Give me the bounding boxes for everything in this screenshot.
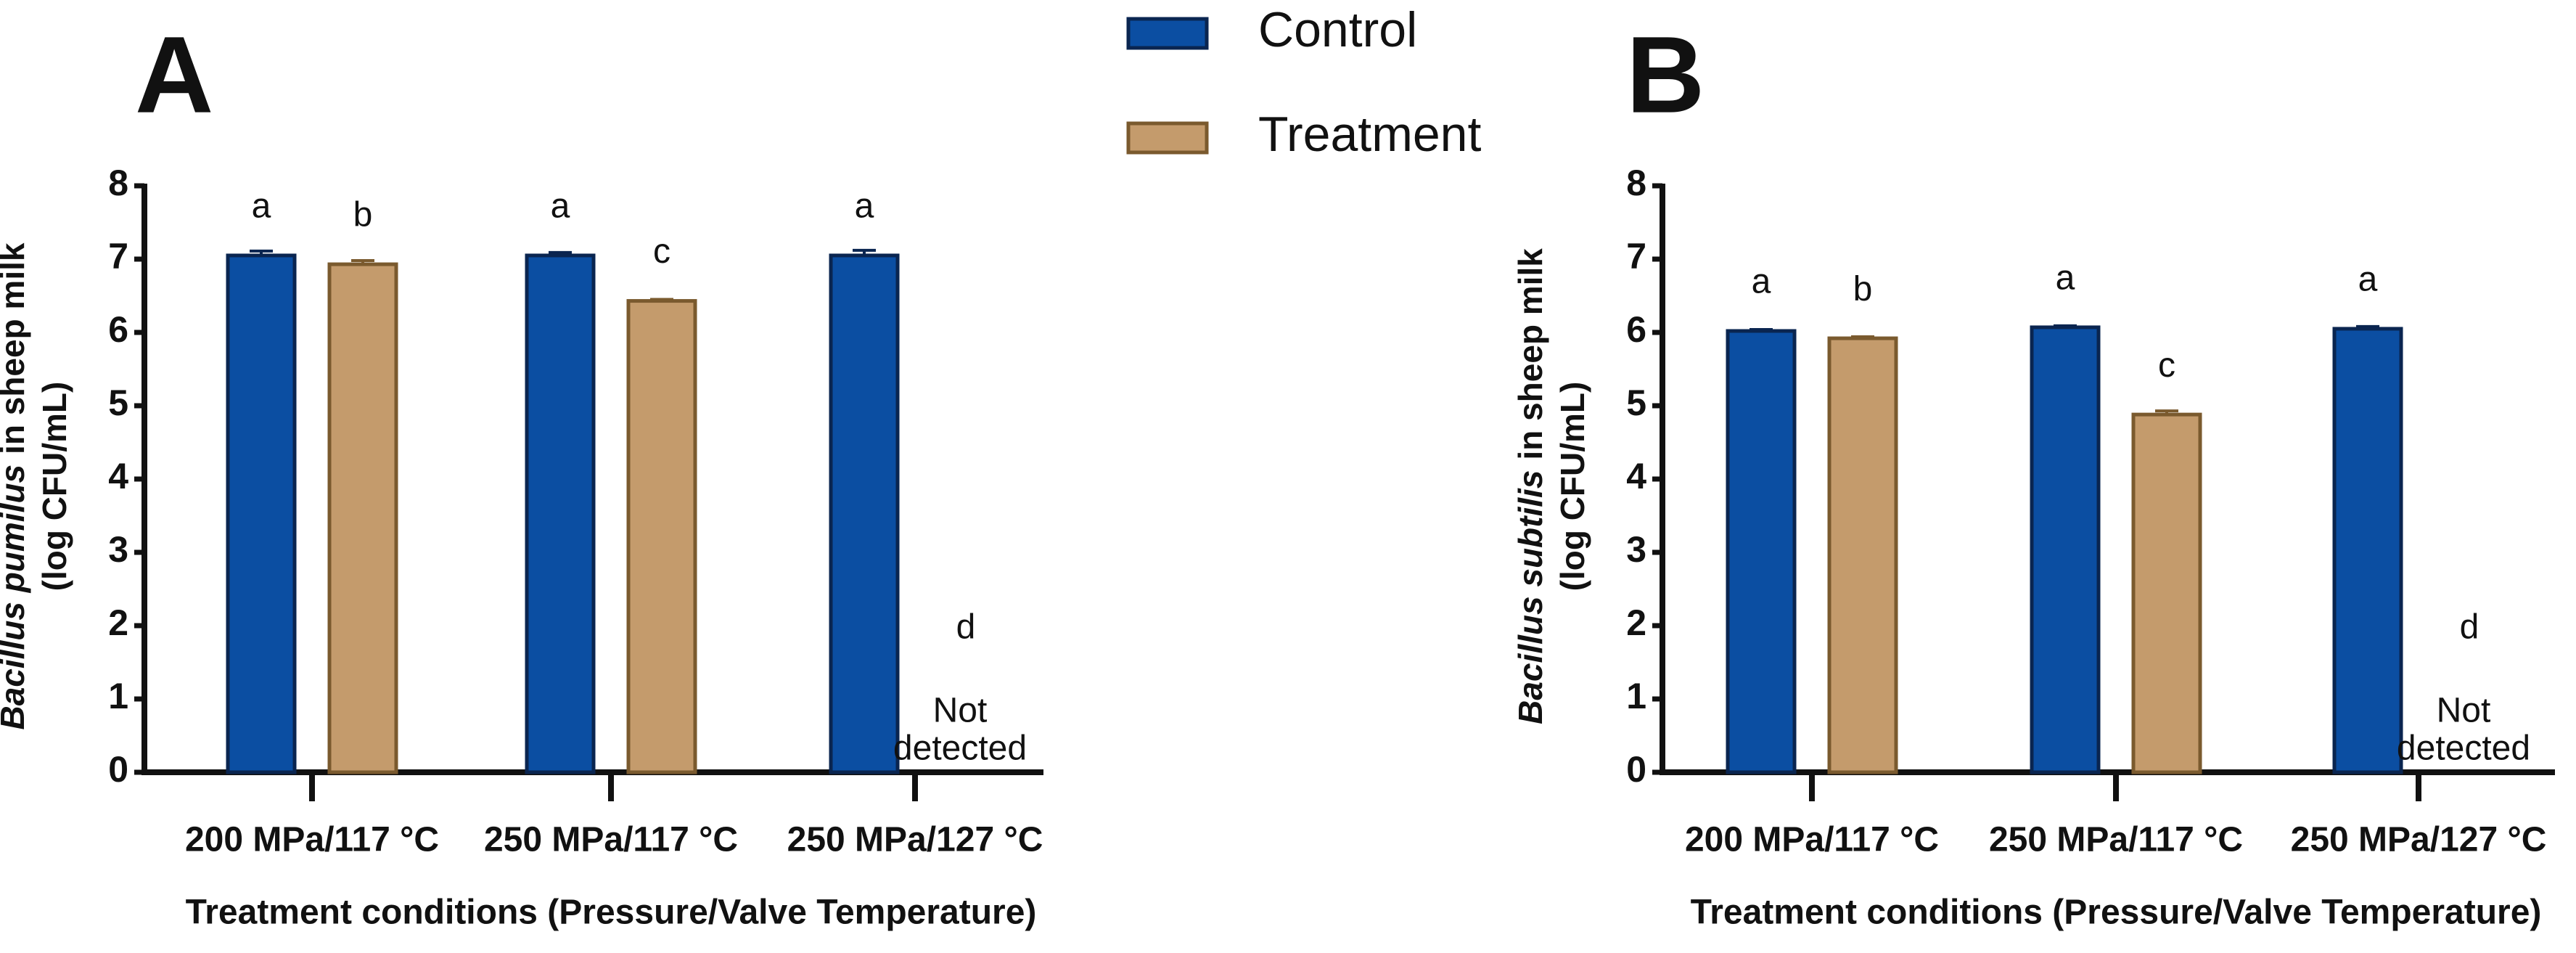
- y-tick-label: 3: [1626, 529, 1646, 570]
- legend-label: Treatment: [1258, 107, 1481, 162]
- y-axis-label: Bacillus subtilis in sheep milk(log CFU/m…: [1511, 248, 1591, 724]
- not-detected-label: detected: [893, 729, 1027, 768]
- y-label-unit: (log CFU/mL): [1554, 382, 1591, 592]
- y-tick-label: 6: [108, 309, 128, 350]
- y-tick-label: 7: [108, 236, 128, 277]
- y-tick-label: 5: [1626, 383, 1646, 423]
- significance-letter: c: [653, 232, 670, 271]
- error-bar: [549, 250, 572, 255]
- not-detected-label: detected: [2397, 729, 2530, 768]
- significance-letter: b: [353, 196, 373, 234]
- significance-letter: a: [1752, 263, 1771, 301]
- error-bar: [650, 298, 673, 301]
- y-tick-label: 6: [1626, 309, 1646, 350]
- x-tick-label: 250 MPa/127 °C: [2291, 821, 2547, 859]
- y-tick-label: 3: [108, 529, 128, 570]
- y-axis-label: Bacillus pumilus in sheep milk(log CFU/mL…: [0, 242, 73, 729]
- y-label-line: Bacillus subtilis in sheep milk: [1511, 248, 1549, 724]
- bar: [1827, 336, 1898, 774]
- x-tick-label: 200 MPa/117 °C: [185, 821, 439, 859]
- y-tick-label: 1: [1626, 676, 1646, 716]
- x-tick-label: 250 MPa/117 °C: [1989, 821, 2243, 859]
- y-tick-label: 7: [1626, 236, 1646, 277]
- error-bar: [2054, 324, 2077, 327]
- bar: [327, 262, 398, 774]
- bar: [829, 253, 900, 774]
- bar: [525, 253, 596, 774]
- panel-label: B: [1626, 14, 1705, 136]
- y-tick-label: 8: [1626, 163, 1646, 203]
- y-label-species: Bacillus subtilis: [1511, 470, 1549, 724]
- y-label-rest: in sheep milk: [0, 242, 31, 454]
- panel-label: A: [135, 14, 213, 136]
- y-label-species: Bacillus pumilus: [0, 465, 31, 730]
- y-label-line: Bacillus pumilus in sheep milk: [0, 242, 31, 729]
- x-tick-label: 200 MPa/117 °C: [1685, 821, 1939, 859]
- significance-letter: a: [2056, 259, 2075, 298]
- y-tick-label: 0: [108, 749, 128, 790]
- significance-letter: a: [855, 187, 874, 226]
- not-detected-label: Not: [933, 692, 988, 730]
- error-bar: [351, 259, 374, 265]
- error-bar: [1750, 327, 1773, 331]
- y-tick-label: 4: [108, 456, 128, 496]
- y-label-rest: in sheep milk: [1511, 248, 1549, 460]
- y-tick-label: 5: [108, 383, 128, 423]
- y-tick-label: 2: [108, 602, 128, 643]
- bar: [1726, 329, 1797, 774]
- bar: [2332, 327, 2403, 774]
- error-bar: [853, 248, 876, 255]
- error-bar: [1851, 335, 1874, 339]
- bar: [626, 299, 697, 774]
- error-bar: [2356, 324, 2379, 329]
- legend-label: Control: [1258, 2, 1417, 57]
- error-bar: [2155, 409, 2178, 415]
- significance-letter: b: [1853, 270, 1873, 308]
- significance-letter: d: [956, 608, 976, 647]
- significance-letter: c: [2158, 346, 2175, 385]
- error-bar: [250, 249, 273, 255]
- x-axis-label: Treatment conditions (Pressure/Valve Tem…: [186, 893, 1037, 932]
- legend-swatch: [1126, 121, 1209, 155]
- legend-swatch: [1126, 17, 1209, 50]
- bar: [2131, 412, 2202, 774]
- not-detected-label: Not: [2437, 692, 2491, 730]
- y-label-unit: (log CFU/mL): [36, 382, 73, 592]
- y-tick-label: 8: [108, 163, 128, 203]
- significance-letter: a: [551, 187, 570, 226]
- y-tick-label: 0: [1626, 749, 1646, 790]
- y-tick-label: 2: [1626, 602, 1646, 643]
- y-tick-label: 1: [108, 676, 128, 716]
- y-tick-label: 4: [1626, 456, 1646, 496]
- x-axis-label: Treatment conditions (Pressure/Valve Tem…: [1691, 893, 2542, 932]
- x-tick-label: 250 MPa/117 °C: [484, 821, 738, 859]
- x-tick-label: 250 MPa/127 °C: [787, 821, 1043, 859]
- significance-letter: d: [2460, 608, 2479, 647]
- significance-letter: a: [2358, 261, 2378, 299]
- significance-letter: a: [252, 187, 271, 226]
- bar: [2030, 325, 2101, 774]
- bar: [226, 253, 297, 774]
